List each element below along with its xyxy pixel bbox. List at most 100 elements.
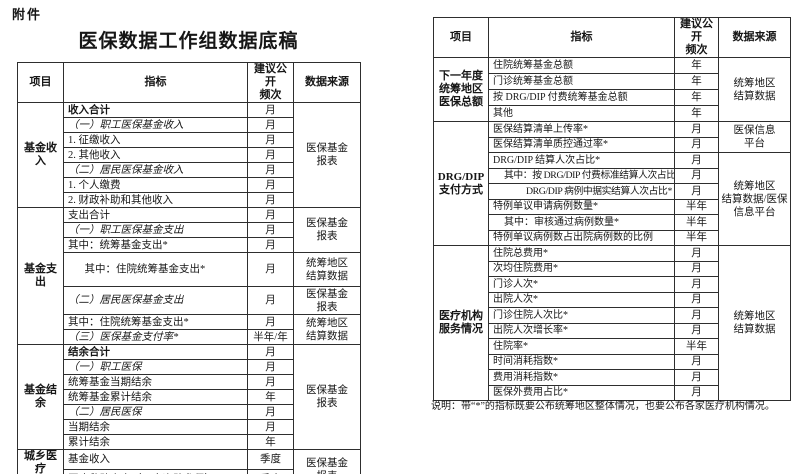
footnote: 说明：带“*”的指标既要公布统筹地区整体情况，也要公布各家医疗机构情况。 <box>431 401 775 412</box>
indicator-cell: 医保外费用占比* <box>488 384 675 401</box>
frequency-cell: 月 <box>247 147 294 163</box>
project-cell: 基金结余 <box>17 344 64 450</box>
column-header: 建议公开 频次 <box>674 17 719 58</box>
indicator-cell: 门诊住院人次比* <box>488 307 675 324</box>
table-row: 医疗救助支出（不含资助参保）季度 <box>18 469 361 474</box>
indicator-cell: 出院人次增长率* <box>488 322 675 339</box>
frequency-cell: 月 <box>674 384 719 401</box>
table-row: 2. 财政补助和其他收入月 <box>18 192 361 208</box>
table-row: 城乡医疗 救助基金收入季度医保基金 报表 <box>17 449 361 474</box>
frequency-cell: 月 <box>674 152 719 169</box>
frequency-cell: 季度 <box>247 449 294 470</box>
indicator-cell: 出院人次* <box>488 291 675 308</box>
indicator-cell: 次均住院费用* <box>488 260 675 277</box>
indicator-cell: 医保结算清单质控通过率* <box>488 136 675 153</box>
source-cell: 医保基金 报表 <box>293 102 361 208</box>
indicator-cell: 2. 财政补助和其他收入 <box>63 192 248 208</box>
frequency-cell: 月 <box>247 286 294 315</box>
table-row: 累计结余年 <box>18 434 361 450</box>
frequency-cell: 月 <box>247 344 294 360</box>
source-cell: 统筹地区 结算数据 <box>293 252 361 287</box>
frequency-cell: 月 <box>674 369 719 386</box>
table-row: 下一年度 统筹地区 医保总额 住院统筹基金总额年统筹地区 结算数据 <box>433 57 791 122</box>
source-cell: 医保基金 报表 <box>293 286 361 315</box>
table-row: 其中：住院统筹基金支出* 月统筹地区 结算数据 <box>18 314 361 345</box>
project-cell: DRG/DIP 支付方式 <box>433 121 489 246</box>
frequency-cell: 月 <box>247 404 294 420</box>
indicator-cell: 当期结余 <box>63 419 248 435</box>
frequency-cell: 月 <box>247 222 294 238</box>
table-row: 门诊统筹基金总额年 <box>434 73 791 90</box>
source-cell: 统筹地区 结算数据 <box>293 314 361 345</box>
project-cell: 基金收入 <box>17 102 64 208</box>
indicator-cell: （三）医保基金支付率* <box>63 329 248 345</box>
indicator-cell: 医保结算清单上传率* <box>488 121 675 138</box>
frequency-cell: 月 <box>674 291 719 308</box>
indicator-cell: （二）居民医保基金支出 <box>63 286 248 315</box>
table-row: DRG/DIP 支付方式 医保结算清单上传率* 月医保信息 平台 <box>433 121 791 246</box>
indicator-cell: 统筹基金累计结余 <box>63 389 248 405</box>
frequency-cell: 半年 <box>674 338 719 355</box>
frequency-cell: 年 <box>674 105 719 122</box>
attachment-label: 附件 <box>12 7 43 22</box>
table-row: 1. 个人缴费月 <box>18 177 361 193</box>
frequency-cell: 月 <box>674 183 719 200</box>
column-header: 项目 <box>17 62 64 103</box>
frequency-cell: 月 <box>247 207 294 223</box>
frequency-cell: 半年 <box>674 214 719 231</box>
indicator-cell: 住院总费用* <box>488 245 675 262</box>
left-table: 项目 指标 建议公开 频次 数据来源 基金收入 收入合计月医保基金 报表 （一）职工医保基金… <box>17 62 361 474</box>
indicator-cell: DRG/DIP 病例中据实结算人次占比* <box>488 183 675 200</box>
table-row: DRG/DIP 病例中据实结算人次占比* 月 <box>434 183 791 200</box>
indicator-cell: 按 DRG/DIP 付费统筹基金总额 <box>488 89 675 106</box>
frequency-cell: 月 <box>674 353 719 370</box>
column-header: 建议公开 频次 <box>247 62 294 103</box>
table-row: 其中：住院统筹基金支出* 月统筹地区 结算数据 <box>18 252 361 287</box>
frequency-cell: 月 <box>247 237 294 253</box>
indicator-cell: 2. 其他收入 <box>63 147 248 163</box>
source-cell: 统筹地区 结算数据 <box>718 245 791 401</box>
frequency-cell: 月 <box>247 252 294 287</box>
indicator-cell: 其中：住院统筹基金支出* <box>63 314 248 330</box>
table-row: 按 DRG/DIP 付费统筹基金总额年 <box>434 89 791 106</box>
table-row: 1. 征缴收入月 <box>18 132 361 148</box>
indicator-cell: 其中：住院统筹基金支出* <box>63 252 248 287</box>
indicator-cell: 门诊人次* <box>488 276 675 293</box>
indicator-cell: 医疗救助支出（不含资助参保） <box>63 469 248 474</box>
frequency-cell: 半年/年 <box>247 329 294 345</box>
indicator-cell: 住院统筹基金总额 <box>488 57 675 74</box>
table-row: 特例单议申请病例数量* 半年 <box>434 198 791 215</box>
indicator-cell: （一）职工医保基金收入 <box>63 117 248 133</box>
frequency-cell: 月 <box>247 102 294 118</box>
column-header: 项目 <box>433 17 489 58</box>
indicator-cell: 特例单议病例数占出院病例数的比例 <box>488 229 675 246</box>
project-cell: 医疗机构 服务情况 <box>433 245 489 401</box>
table-row: DRG/DIP 结算人次占比* 月统筹地区 结算数据/医保 信息平台 <box>434 152 791 246</box>
indicator-cell: （二）居民医保基金收入 <box>63 162 248 178</box>
indicator-cell: 1. 个人缴费 <box>63 177 248 193</box>
indicator-cell: 住院率* <box>488 338 675 355</box>
indicator-cell: 1. 征缴收入 <box>63 132 248 148</box>
indicator-cell: 统筹基金当期结余 <box>63 374 248 390</box>
frequency-cell: 月 <box>674 322 719 339</box>
frequency-cell: 月 <box>674 245 719 262</box>
frequency-cell: 年 <box>674 73 719 90</box>
frequency-cell: 月 <box>247 359 294 375</box>
project-cell: 基金支出 <box>17 207 64 345</box>
frequency-cell: 月 <box>247 132 294 148</box>
project-cell: 下一年度 统筹地区 医保总额 <box>433 57 489 122</box>
column-header: 指标 <box>488 17 675 58</box>
indicator-cell: （一）职工医保基金支出 <box>63 222 248 238</box>
frequency-cell: 年 <box>247 434 294 450</box>
indicator-cell: 门诊统筹基金总额 <box>488 73 675 90</box>
table-row: 基金结余 结余合计月医保基金 报表 <box>17 344 361 450</box>
right-table: 项目 指标 建议公开 频次 数据来源 下一年度 统筹地区 医保总额 住院统筹基金总额年统筹… <box>433 17 791 401</box>
frequency-cell: 年 <box>247 389 294 405</box>
indicator-cell: （二）居民医保 <box>63 404 248 420</box>
frequency-cell: 月 <box>247 419 294 435</box>
indicator-cell: 其中：按 DRG/DIP 付费标准结算人次占比* <box>488 167 675 184</box>
frequency-cell: 半年 <box>674 229 719 246</box>
table-row: （三）医保基金支付率* 半年/年 <box>18 329 361 345</box>
table-row: 统筹基金累计结余年 <box>18 389 361 405</box>
